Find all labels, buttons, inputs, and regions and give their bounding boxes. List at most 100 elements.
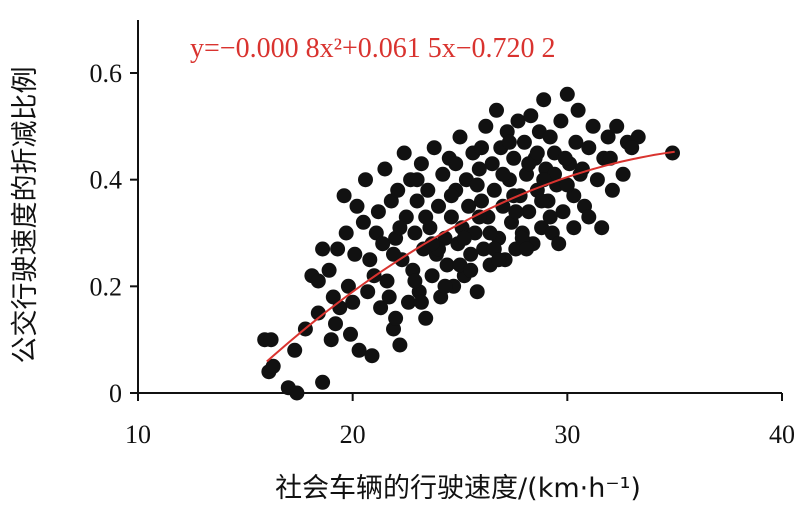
data-point xyxy=(589,172,605,188)
data-point xyxy=(424,236,440,252)
data-point xyxy=(338,225,354,241)
data-point xyxy=(456,230,472,246)
data-point xyxy=(388,310,404,326)
data-point xyxy=(495,166,511,182)
data-point xyxy=(345,294,361,310)
data-point xyxy=(581,140,597,156)
data-point xyxy=(471,161,487,177)
data-point xyxy=(604,182,620,198)
data-point xyxy=(373,300,389,316)
x-axis-title: 社会车辆的行驶速度/(km·h⁻¹) xyxy=(275,473,641,504)
data-point xyxy=(474,140,489,156)
data-point xyxy=(435,166,451,182)
data-point xyxy=(624,140,640,156)
data-point xyxy=(534,193,550,209)
data-point xyxy=(340,278,356,294)
data-point xyxy=(602,150,618,166)
data-point xyxy=(542,209,558,225)
data-point xyxy=(375,236,391,252)
data-point xyxy=(370,204,386,220)
data-point xyxy=(501,134,517,150)
data-point xyxy=(310,273,326,289)
data-point xyxy=(401,294,416,310)
data-point xyxy=(409,193,425,209)
data-point xyxy=(486,182,502,198)
data-point xyxy=(437,278,453,294)
data-point xyxy=(439,257,455,273)
data-point xyxy=(551,236,567,252)
data-point xyxy=(424,268,440,284)
data-point xyxy=(287,342,303,358)
data-point xyxy=(418,310,434,326)
data-point xyxy=(347,246,363,262)
data-point xyxy=(349,198,365,214)
data-point xyxy=(315,241,331,257)
data-point xyxy=(420,182,436,198)
data-point xyxy=(443,188,459,204)
data-point xyxy=(413,156,429,172)
data-point xyxy=(510,113,526,129)
data-point xyxy=(263,332,279,348)
x-tick-label: 10 xyxy=(125,420,151,449)
data-point xyxy=(355,214,371,230)
data-point xyxy=(506,150,522,166)
data-point xyxy=(452,129,468,145)
data-point xyxy=(407,225,423,241)
data-point xyxy=(570,102,586,118)
fit-equation: y=−0.000 8x²+0.061 5x−0.720 2 xyxy=(190,33,556,64)
data-point xyxy=(566,220,582,236)
y-axis-title: 公交行驶速度的折减比例 xyxy=(10,67,41,364)
data-point xyxy=(321,262,337,278)
data-point xyxy=(585,118,601,134)
data-point xyxy=(559,177,575,193)
data-point xyxy=(484,156,500,172)
data-point xyxy=(396,145,412,161)
data-point xyxy=(265,358,281,374)
data-point xyxy=(600,129,616,145)
data-point xyxy=(463,246,479,262)
data-point xyxy=(521,204,537,220)
data-point xyxy=(521,156,537,172)
data-point xyxy=(559,86,575,102)
data-point xyxy=(519,241,534,257)
data-point xyxy=(594,220,610,236)
data-point xyxy=(315,374,331,390)
data-point xyxy=(476,241,492,257)
data-point xyxy=(390,182,406,198)
data-point xyxy=(310,305,326,321)
data-point xyxy=(351,342,367,358)
data-point xyxy=(413,294,429,310)
data-point xyxy=(469,284,485,300)
data-point xyxy=(379,273,395,289)
data-point xyxy=(555,204,571,220)
data-point xyxy=(471,209,487,225)
data-point xyxy=(491,252,507,268)
data-point xyxy=(360,284,376,300)
data-point xyxy=(343,326,358,342)
data-point xyxy=(581,209,597,225)
data-point xyxy=(568,134,584,150)
data-point xyxy=(323,332,339,348)
data-point xyxy=(336,188,352,204)
data-point xyxy=(474,193,489,209)
data-point xyxy=(362,252,378,268)
data-point xyxy=(381,289,397,305)
data-point xyxy=(495,198,511,214)
data-point xyxy=(482,225,498,241)
y-tick-label: 0.6 xyxy=(90,59,123,88)
data-point xyxy=(386,246,401,262)
x-tick-label: 20 xyxy=(340,420,366,449)
data-point xyxy=(392,220,408,236)
data-point xyxy=(448,156,464,172)
x-tick-label: 30 xyxy=(554,420,580,449)
data-point xyxy=(392,337,408,353)
data-point xyxy=(431,198,446,214)
data-point xyxy=(516,134,532,150)
data-point xyxy=(469,177,485,193)
data-point xyxy=(523,108,539,124)
axis-ticks: 10 20 30 40 0 0.2 0.4 0.6 xyxy=(90,59,796,449)
data-point xyxy=(557,150,573,166)
y-tick-label: 0.2 xyxy=(90,272,123,301)
data-point xyxy=(418,209,434,225)
data-point xyxy=(328,316,343,332)
